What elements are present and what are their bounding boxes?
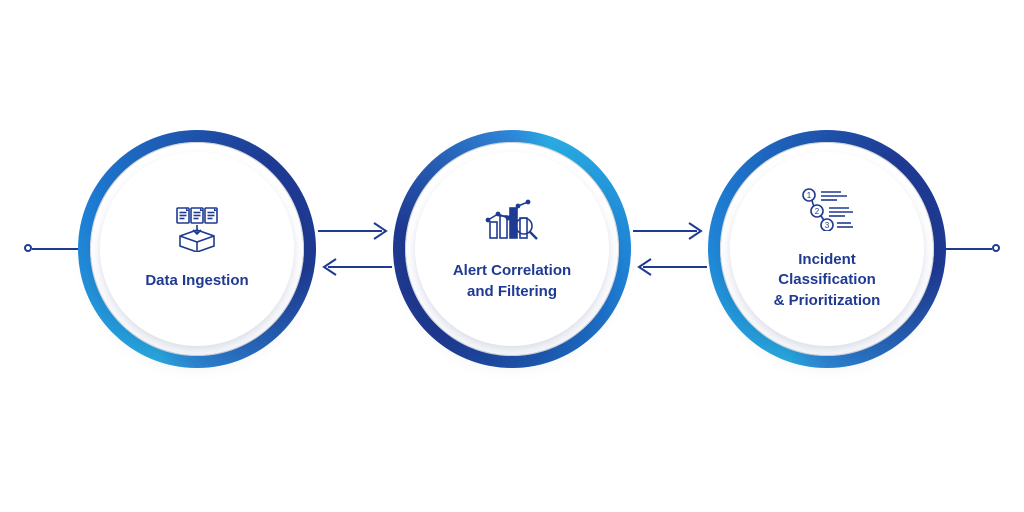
right-connector	[944, 248, 992, 250]
node-inner: 1 2 3 Incident	[730, 152, 924, 346]
node-label: Alert Correlation and Filtering	[453, 261, 571, 302]
node-label: Data Ingestion	[145, 271, 248, 291]
diagram-stage: Data Ingestion	[0, 0, 1024, 512]
svg-text:3: 3	[825, 221, 830, 230]
svg-text:2: 2	[815, 207, 820, 216]
chart-magnify-icon	[484, 196, 540, 247]
right-end-dot	[992, 244, 1000, 252]
left-end-dot	[24, 244, 32, 252]
arrow-n1-n2-left	[316, 254, 394, 285]
node-inner: Alert Correlation and Filtering	[415, 152, 609, 346]
arrow-n2-n3-right	[631, 218, 709, 249]
node-data-ingestion: Data Ingestion	[78, 130, 316, 368]
svg-text:1: 1	[807, 191, 812, 200]
node-alert-correlation: Alert Correlation and Filtering	[393, 130, 631, 368]
ingest-icon	[170, 206, 224, 257]
node-incident-classification: 1 2 3 Incident	[708, 130, 946, 368]
left-connector	[32, 248, 80, 250]
node-inner: Data Ingestion	[100, 152, 294, 346]
arrow-n2-n3-left	[631, 254, 709, 285]
arrow-n1-n2-right	[316, 218, 394, 249]
node-label: Incident Classification & Prioritization	[748, 250, 906, 311]
priority-icon: 1 2 3	[799, 187, 855, 236]
